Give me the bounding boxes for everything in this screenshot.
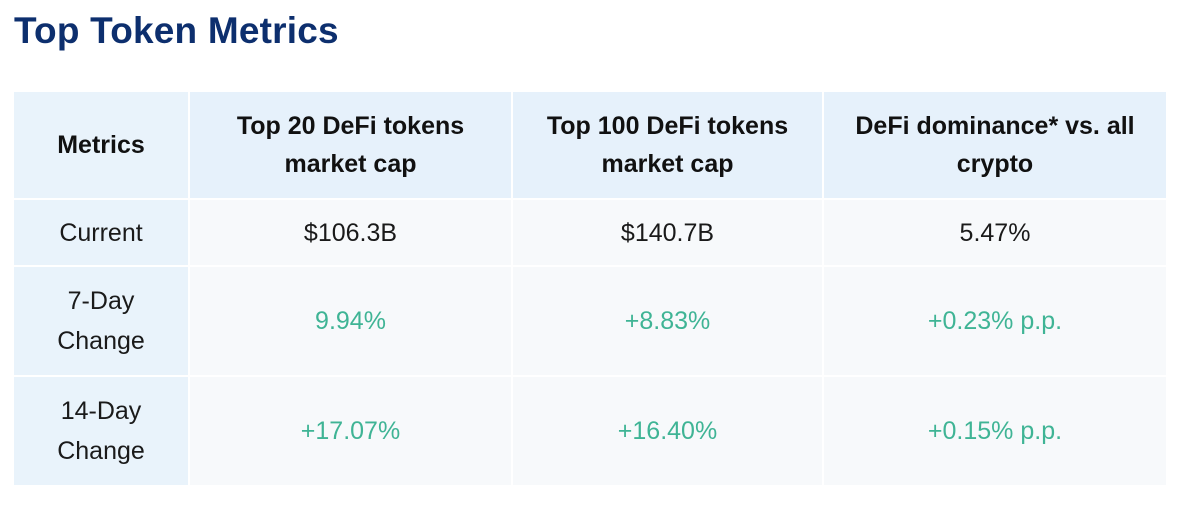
row-label: Current xyxy=(14,200,190,267)
row-label: 14-Day Change xyxy=(14,377,190,487)
cell-value: 9.94% xyxy=(190,267,513,377)
cell-value: $106.3B xyxy=(190,200,513,267)
cell-value: +17.07% xyxy=(190,377,513,487)
row-label-text: 14-Day Change xyxy=(57,397,145,465)
row-label-text: 7-Day Change xyxy=(57,287,145,355)
table-row: 7-Day Change 9.94% +8.83% +0.23% p.p. xyxy=(14,267,1166,377)
header-metrics: Metrics xyxy=(14,92,190,200)
cell-value: +16.40% xyxy=(513,377,824,487)
metrics-table: Metrics Top 20 DeFi tokens market cap To… xyxy=(14,92,1166,487)
header-row: Metrics Top 20 DeFi tokens market cap To… xyxy=(14,92,1166,200)
page-title: Top Token Metrics xyxy=(14,10,339,51)
cell-value: +0.15% p.p. xyxy=(824,377,1166,487)
row-label: 7-Day Change xyxy=(14,267,190,377)
header-top100: Top 100 DeFi tokens market cap xyxy=(513,92,824,200)
cell-value: $140.7B xyxy=(513,200,824,267)
table-row: 14-Day Change +17.07% +16.40% +0.15% p.p… xyxy=(14,377,1166,487)
header-dominance: DeFi dominance* vs. all crypto xyxy=(824,92,1166,200)
header-top20: Top 20 DeFi tokens market cap xyxy=(190,92,513,200)
cell-value: +8.83% xyxy=(513,267,824,377)
cell-value: 5.47% xyxy=(824,200,1166,267)
table-row: Current $106.3B $140.7B 5.47% xyxy=(14,200,1166,267)
cell-value: +0.23% p.p. xyxy=(824,267,1166,377)
